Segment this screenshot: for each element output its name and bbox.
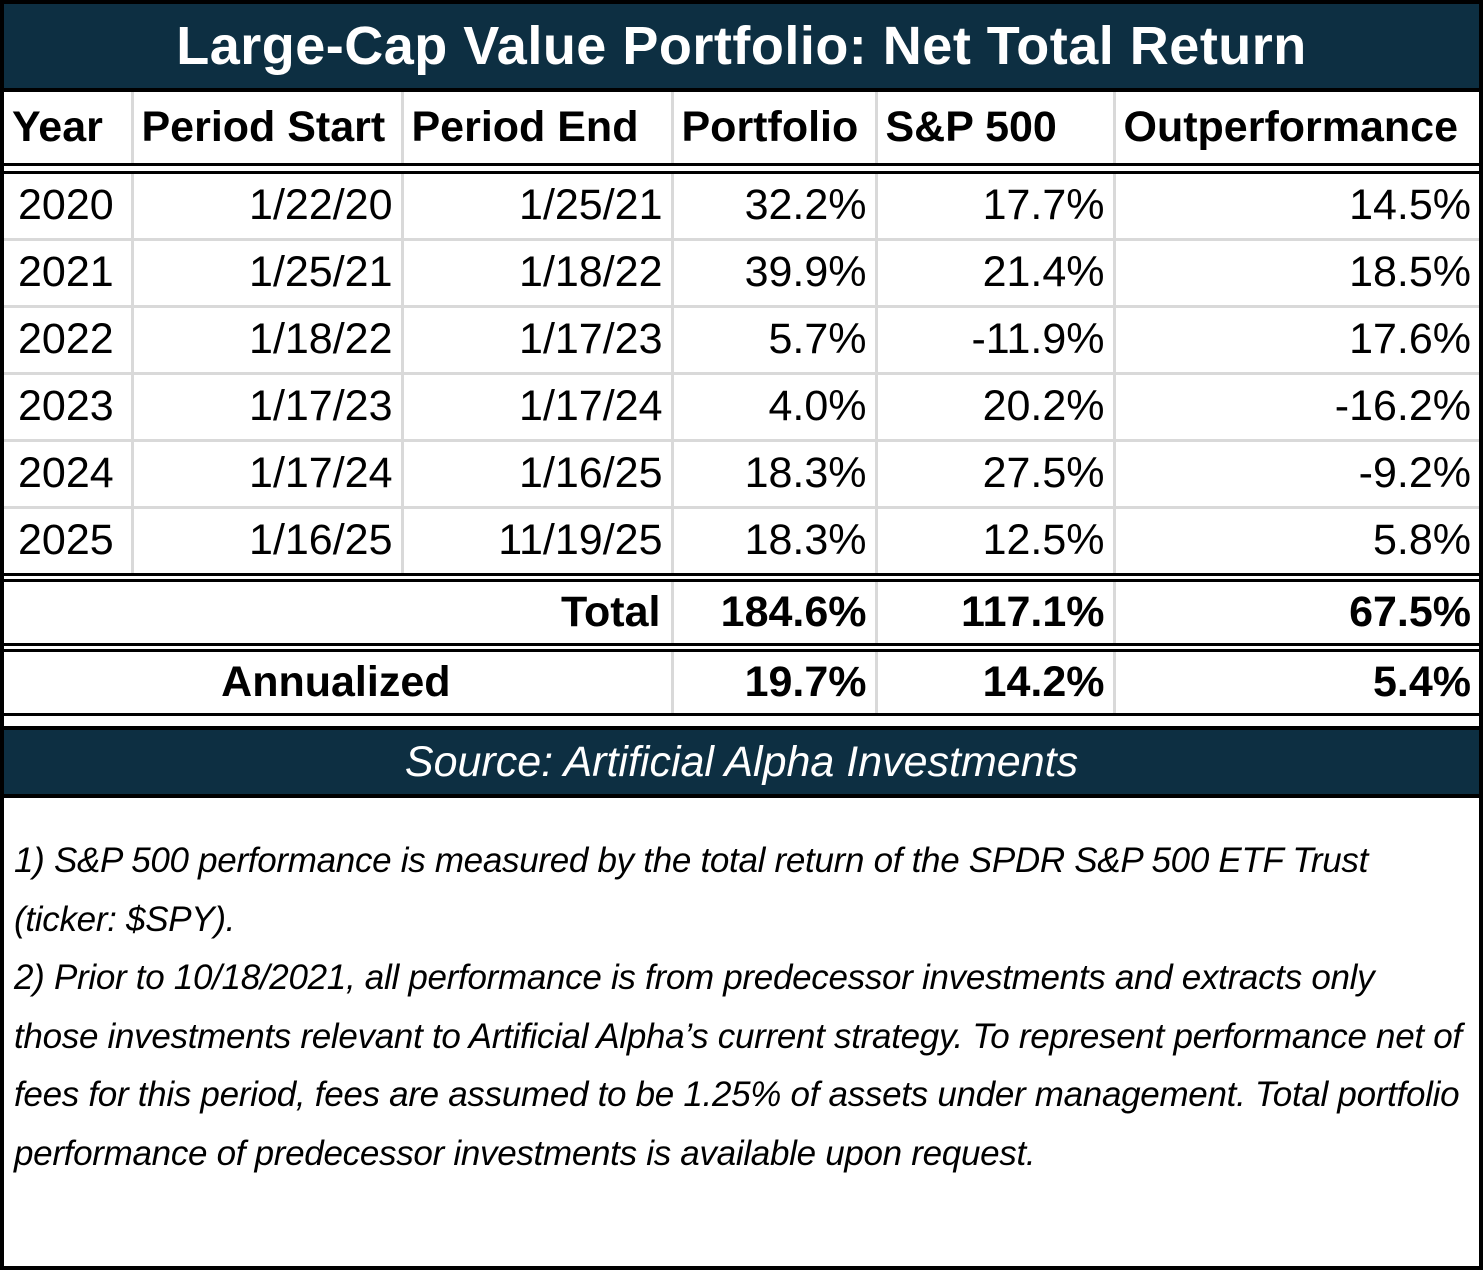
cell-year: 2023 — [4, 373, 132, 442]
cell-period-end: 1/17/23 — [400, 306, 672, 375]
col-header-sp500: S&P 500 — [874, 92, 1114, 166]
cell-period-start: 1/17/24 — [130, 440, 402, 509]
cell-period-end: 11/19/25 — [400, 507, 672, 576]
total-sp500: 117.1% — [874, 580, 1114, 646]
cell-outperformance: -16.2% — [1112, 373, 1479, 442]
cell-period-start: 1/18/22 — [130, 306, 402, 375]
cell-outperformance: -9.2% — [1112, 440, 1479, 509]
cell-portfolio: 5.7% — [670, 306, 876, 375]
cell-portfolio: 18.3% — [670, 507, 876, 576]
col-header-period-start: Period Start — [130, 92, 402, 166]
table-title: Large-Cap Value Portfolio: Net Total Ret… — [4, 4, 1479, 92]
total-portfolio: 184.6% — [670, 580, 876, 646]
col-header-period-end: Period End — [400, 92, 672, 166]
col-header-portfolio: Portfolio — [670, 92, 876, 166]
table-row: 2021 1/25/21 1/18/22 39.9% 21.4% 18.5% — [4, 239, 1479, 308]
cell-year: 2021 — [4, 239, 132, 308]
cell-portfolio: 18.3% — [670, 440, 876, 509]
cell-year: 2024 — [4, 440, 132, 509]
cell-outperformance: 5.8% — [1112, 507, 1479, 576]
annualized-divider — [4, 644, 1479, 652]
table-row: 2025 1/16/25 11/19/25 18.3% 12.5% 5.8% — [4, 507, 1479, 576]
footnotes: 1) S&P 500 performance is measured by th… — [14, 832, 1464, 1183]
cell-sp500: 27.5% — [874, 440, 1114, 509]
cell-outperformance: 17.6% — [1112, 306, 1479, 375]
cell-sp500: 20.2% — [874, 373, 1114, 442]
cell-sp500: -11.9% — [874, 306, 1114, 375]
cell-period-start: 1/17/23 — [130, 373, 402, 442]
cell-portfolio: 4.0% — [670, 373, 876, 442]
total-outperformance: 67.5% — [1112, 580, 1479, 646]
cell-sp500: 12.5% — [874, 507, 1114, 576]
cell-period-start: 1/16/25 — [130, 507, 402, 576]
total-label: Total — [4, 580, 672, 646]
table-row: 2024 1/17/24 1/16/25 18.3% 27.5% -9.2% — [4, 440, 1479, 509]
header-row: Year Period Start Period End Portfolio S… — [4, 92, 1479, 166]
annualized-row: Annualized 19.7% 14.2% 5.4% — [4, 650, 1479, 716]
annualized-portfolio: 19.7% — [670, 650, 876, 716]
header-divider — [4, 164, 1479, 174]
annualized-sp500: 14.2% — [874, 650, 1114, 716]
cell-outperformance: 14.5% — [1112, 172, 1479, 241]
annualized-label: Annualized — [4, 650, 672, 716]
col-header-year: Year — [4, 92, 132, 166]
cell-period-end: 1/16/25 — [400, 440, 672, 509]
table-row: 2022 1/18/22 1/17/23 5.7% -11.9% 17.6% — [4, 306, 1479, 375]
performance-table: Year Period Start Period End Portfolio S… — [4, 92, 1479, 716]
table-row: 2020 1/22/20 1/25/21 32.2% 17.7% 14.5% — [4, 172, 1479, 241]
cell-period-end: 1/18/22 — [400, 239, 672, 308]
footnote-2: 2) Prior to 10/18/2021, all performance … — [14, 958, 1462, 1173]
footnote-1: 1) S&P 500 performance is measured by th… — [14, 841, 1369, 939]
cell-period-end: 1/25/21 — [400, 172, 672, 241]
col-header-outperformance: Outperformance — [1112, 92, 1479, 166]
table-row: 2023 1/17/23 1/17/24 4.0% 20.2% -16.2% — [4, 373, 1479, 442]
cell-year: 2022 — [4, 306, 132, 375]
cell-portfolio: 39.9% — [670, 239, 876, 308]
total-row: Total 184.6% 117.1% 67.5% — [4, 580, 1479, 646]
source-caption: Source: Artificial Alpha Investments — [4, 726, 1479, 798]
cell-year: 2020 — [4, 172, 132, 241]
cell-sp500: 21.4% — [874, 239, 1114, 308]
cell-period-start: 1/25/21 — [130, 239, 402, 308]
cell-period-start: 1/22/20 — [130, 172, 402, 241]
total-divider — [4, 574, 1479, 582]
cell-portfolio: 32.2% — [670, 172, 876, 241]
cell-year: 2025 — [4, 507, 132, 576]
cell-sp500: 17.7% — [874, 172, 1114, 241]
cell-period-end: 1/17/24 — [400, 373, 672, 442]
annualized-outperformance: 5.4% — [1112, 650, 1479, 716]
cell-outperformance: 18.5% — [1112, 239, 1479, 308]
